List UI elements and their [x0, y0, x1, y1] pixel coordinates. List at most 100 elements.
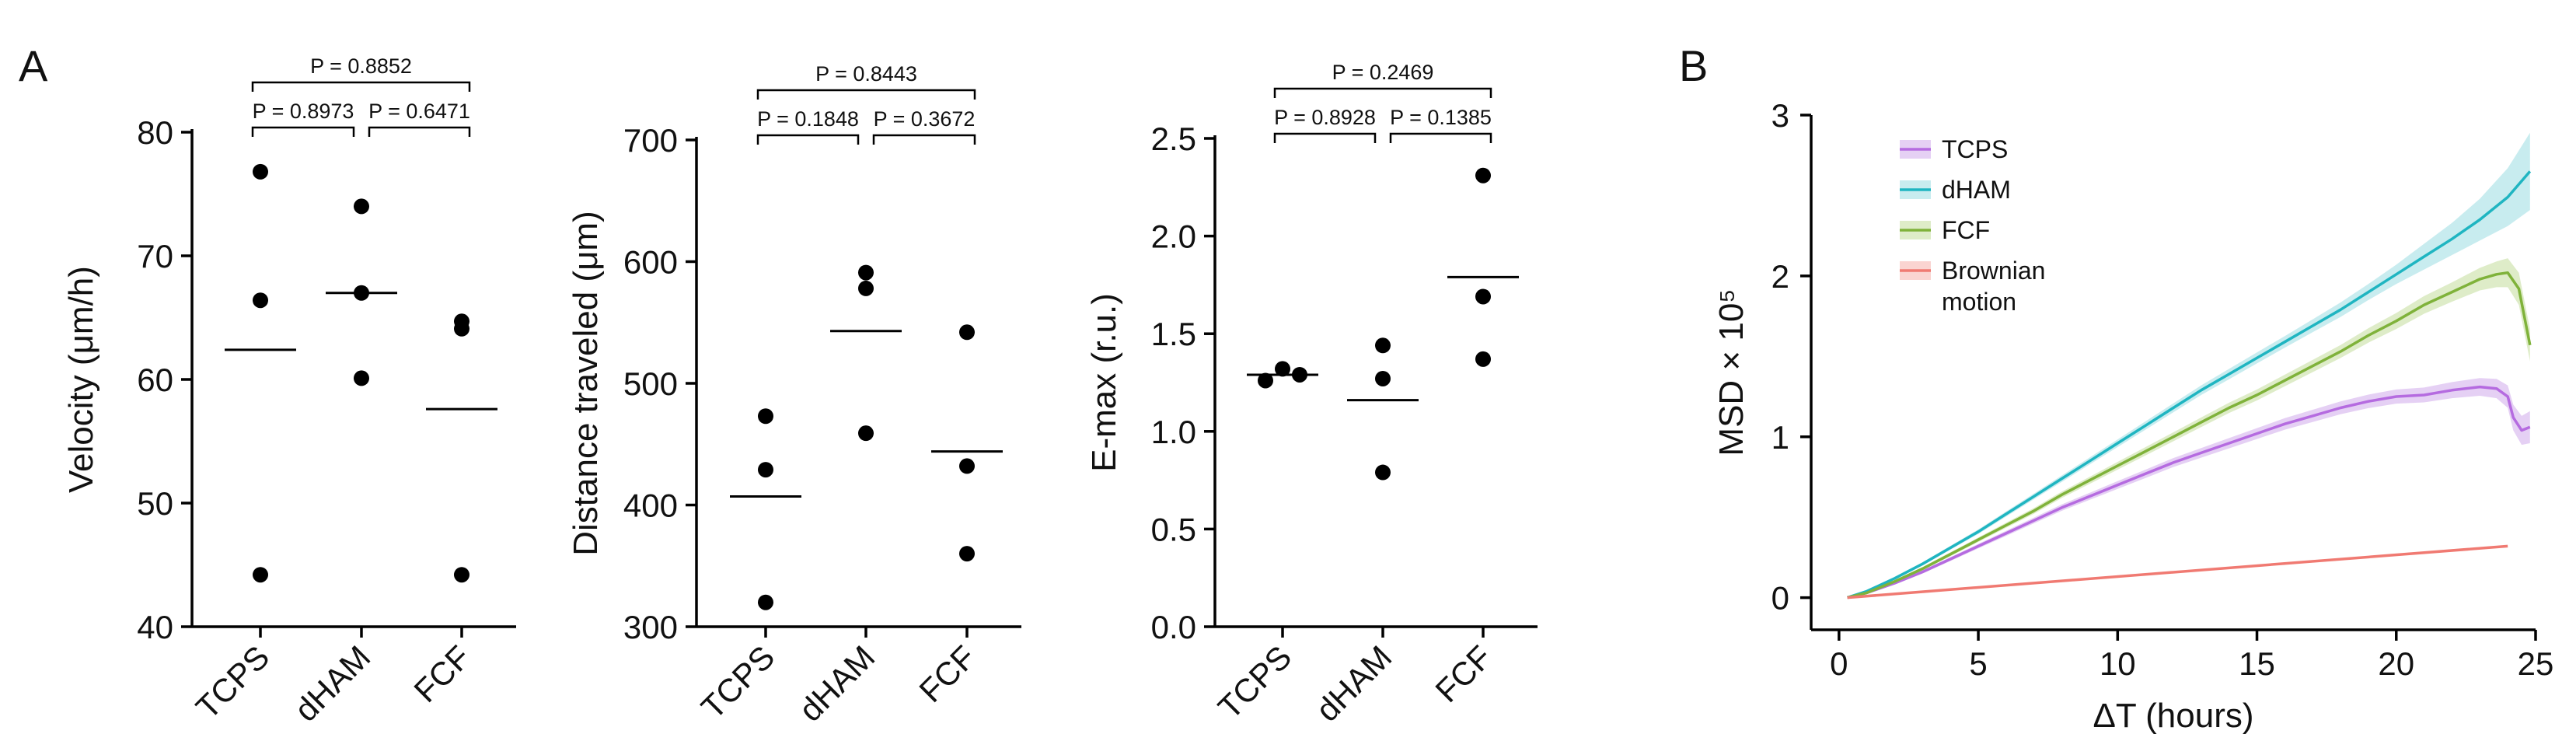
- significance-bracket: [368, 126, 471, 137]
- y-tick-label: 500: [623, 365, 678, 402]
- y-tick-label: 0: [1771, 580, 1789, 617]
- data-point: [1275, 361, 1290, 377]
- x-tick-label: 20: [2378, 645, 2414, 682]
- series-line: [1847, 271, 2532, 599]
- data-point: [253, 292, 268, 309]
- y-tick-label: 40: [137, 609, 173, 645]
- series-line: [1847, 544, 2508, 599]
- y-tick-label: 2: [1771, 258, 1789, 295]
- data-point: [858, 425, 874, 442]
- x-tick-label: FCF: [1428, 638, 1499, 709]
- data-point: [858, 280, 874, 296]
- data-point: [454, 320, 469, 337]
- data-point: [959, 458, 975, 474]
- y-tick-label: 1.0: [1151, 414, 1196, 450]
- y-axis-title: Velocity (μm/h): [62, 266, 100, 493]
- p-value-label: P = 0.8973: [253, 100, 354, 123]
- x-tick-label: FCF: [407, 638, 477, 709]
- y-tick-label: 60: [137, 362, 173, 398]
- data-point: [1375, 464, 1391, 481]
- dot-plot-3: 0.0 0.5 1.0 1.5 2.0 2.5 TCPS dHAM FCF E-max (r.u.…: [1085, 61, 1538, 729]
- y-tick-label: 700: [623, 122, 678, 159]
- legend-item: Brownian motion: [1900, 257, 2045, 316]
- data-point: [1475, 351, 1491, 367]
- data-point: [1292, 366, 1307, 383]
- data-point: [354, 370, 369, 386]
- data-point: [253, 163, 268, 180]
- legend-label: FCF: [1942, 216, 1990, 244]
- legend-label: motion: [1942, 288, 2016, 316]
- series-line: [1847, 385, 2531, 599]
- x-tick-label: 5: [1969, 645, 1987, 682]
- data-point: [253, 567, 268, 583]
- x-tick-label: dHAM: [792, 638, 882, 729]
- y-tick-label: 80: [137, 114, 173, 151]
- p-value-label: P = 0.8928: [1274, 106, 1376, 129]
- x-tick-label: 0: [1830, 645, 1848, 682]
- series-brownian-motion: [1847, 544, 2508, 599]
- y-axis-title: MSD × 10⁵: [1712, 288, 1750, 456]
- series-dham: [1847, 132, 2532, 599]
- significance-bracket: [872, 134, 976, 145]
- y-tick-label: 600: [623, 244, 678, 281]
- p-value-label: P = 0.3672: [874, 107, 976, 131]
- x-tick-label: dHAM: [1309, 638, 1399, 729]
- y-axis-title: Distance traveled (μm): [567, 211, 605, 555]
- p-value-label: P = 0.1385: [1390, 106, 1492, 129]
- x-axis-title: ΔT (hours): [2093, 697, 2253, 735]
- x-tick-label: FCF: [912, 638, 983, 709]
- panel-label-a: A: [19, 41, 48, 90]
- confidence-band: [1847, 378, 2530, 598]
- series-tcps: [1847, 378, 2531, 599]
- x-tick-label: dHAM: [288, 638, 378, 729]
- data-point: [1375, 337, 1391, 354]
- significance-bracket: [251, 126, 355, 137]
- p-value-label: P = 0.8443: [815, 62, 917, 86]
- data-point: [454, 567, 469, 583]
- panel-label-b: B: [1679, 41, 1708, 90]
- legend-item: FCF: [1900, 216, 1990, 244]
- data-point: [758, 462, 773, 478]
- significance-bracket: [1389, 132, 1492, 143]
- dot-plot-1: 40 50 60 70 80 TCPS dHAM FCF Velocity (μm/h) P = …: [62, 54, 516, 729]
- data-point: [1375, 370, 1391, 386]
- series-line: [1847, 170, 2532, 599]
- legend-label: TCPS: [1942, 135, 2008, 163]
- legend: TCPS dHAM FCF Brownian motion: [1900, 135, 2045, 316]
- y-tick-label: 70: [137, 238, 173, 274]
- p-value-label: P = 0.1848: [757, 107, 859, 131]
- series-fcf: [1847, 258, 2532, 599]
- y-tick-label: 2.0: [1151, 218, 1196, 255]
- legend-label: Brownian: [1942, 257, 2045, 285]
- y-tick-label: 400: [623, 488, 678, 524]
- p-value-label: P = 0.8852: [310, 54, 412, 78]
- y-tick-label: 300: [623, 609, 678, 645]
- legend-label: dHAM: [1942, 176, 2011, 204]
- data-point: [758, 408, 773, 425]
- data-point: [1475, 167, 1491, 184]
- x-tick-label: 10: [2100, 645, 2136, 682]
- y-tick-label: 0.5: [1151, 511, 1196, 547]
- significance-bracket: [756, 134, 860, 145]
- y-tick-label: 2.5: [1151, 121, 1196, 157]
- y-tick-label: 50: [137, 485, 173, 522]
- y-tick-label: 1.5: [1151, 316, 1196, 352]
- x-tick-label: 15: [2239, 645, 2275, 682]
- x-tick-label: TCPS: [694, 638, 781, 725]
- p-value-label: P = 0.6471: [368, 100, 470, 123]
- x-tick-label: TCPS: [189, 638, 276, 725]
- data-point: [354, 285, 369, 301]
- data-point: [1475, 288, 1491, 305]
- data-point: [959, 324, 975, 341]
- msd-line-chart: 0 1 2 3 0 5 10 15 20 25 ΔT (hours) MSD × 10⁵ TCPS dHA…: [1712, 97, 2553, 735]
- legend-item: TCPS: [1900, 135, 2008, 163]
- data-point: [1258, 372, 1273, 389]
- significance-bracket: [251, 81, 471, 92]
- y-axis-title: E-max (r.u.): [1085, 293, 1123, 472]
- data-point: [758, 594, 773, 610]
- y-tick-label: 1: [1771, 419, 1789, 456]
- dot-plot-2: 300 400 500 600 700 TCPS dHAM FCF Distance trave…: [567, 62, 1021, 729]
- y-tick-label: 0.0: [1151, 609, 1196, 645]
